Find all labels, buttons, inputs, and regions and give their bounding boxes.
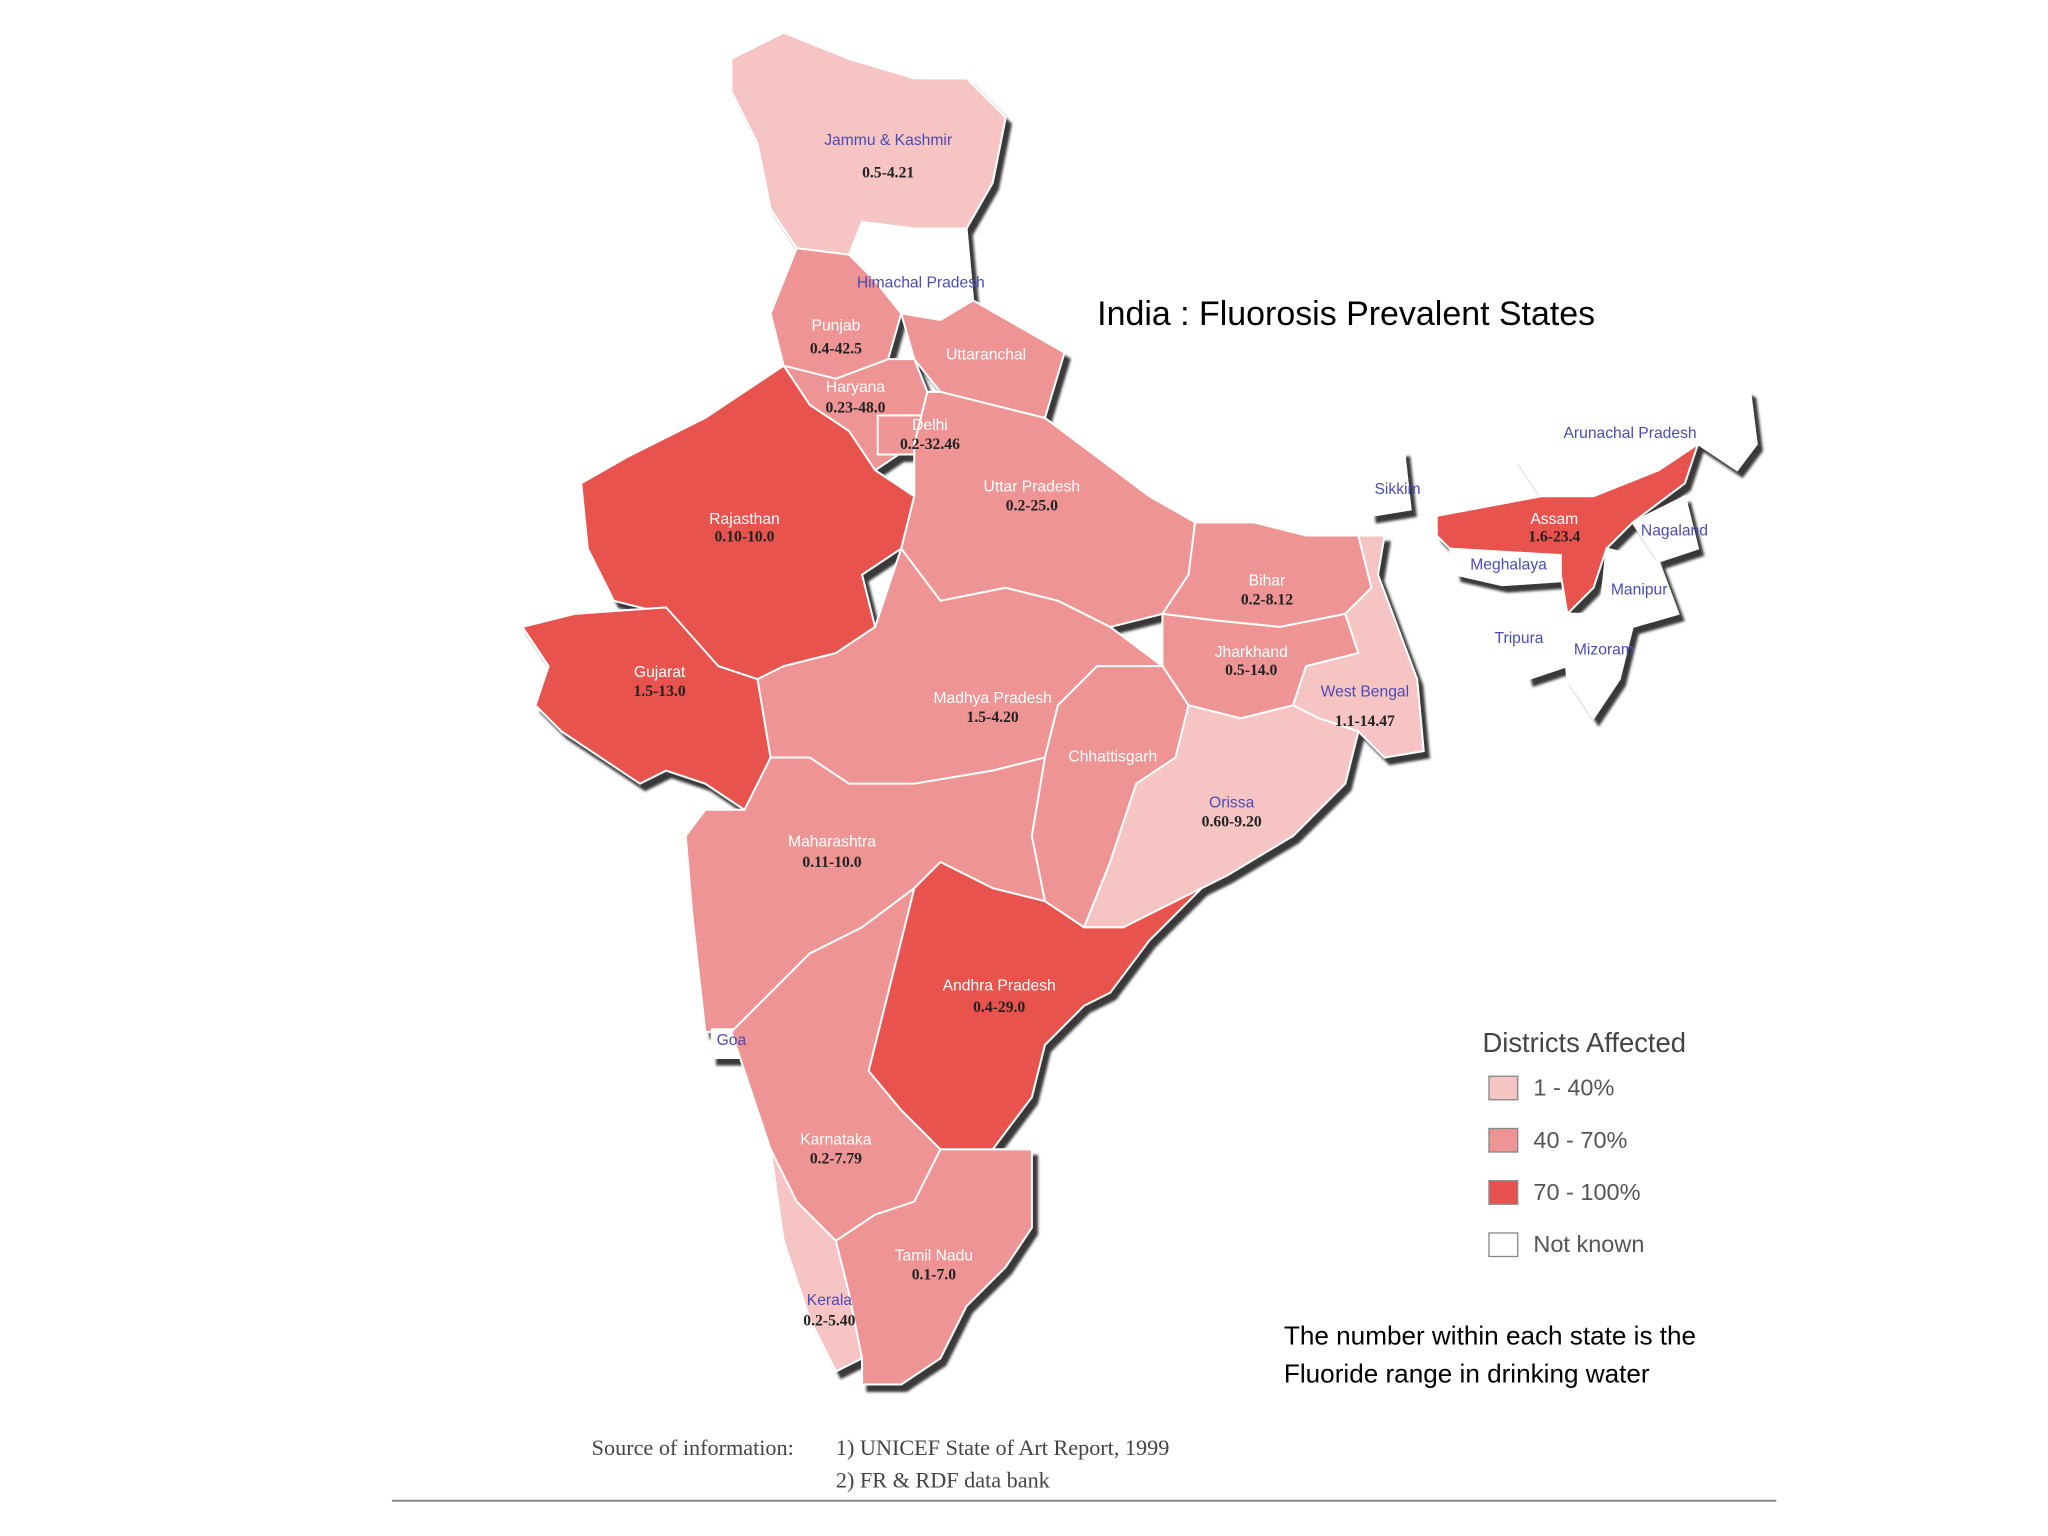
- state-name: Mizoram: [1574, 642, 1634, 659]
- legend-label: 70 - 100%: [1533, 1179, 1640, 1205]
- state-name: Rajasthan: [709, 511, 780, 528]
- state-range: 0.5-14.0: [1225, 662, 1277, 679]
- state-name: Meghalaya: [1470, 557, 1547, 574]
- legend-label: 1 - 40%: [1533, 1075, 1614, 1101]
- state-region: [1082, 704, 1360, 929]
- map-title: India : Fluorosis Prevalent States: [1097, 295, 1595, 333]
- state-name: Tripura: [1495, 630, 1544, 647]
- legend-swatch: [1488, 1232, 1519, 1258]
- state-range: 0.1-7.0: [912, 1267, 957, 1284]
- state-range: 0.2-32.46: [900, 436, 960, 453]
- state-range: 0.4-42.5: [810, 341, 862, 358]
- state-name: Karnataka: [800, 1131, 872, 1148]
- state-name: Haryana: [826, 379, 885, 396]
- legend-label: 40 - 70%: [1533, 1127, 1627, 1153]
- state-region: [899, 299, 1066, 420]
- source-item: 2) FR & RDF data bank: [836, 1468, 1051, 1493]
- state-range: 1.5-4.20: [967, 709, 1019, 726]
- legend-swatch: [1488, 1180, 1519, 1205]
- state-region: [1598, 547, 1680, 628]
- state-range: 0.2-5.40: [803, 1312, 855, 1329]
- state-range: 0.60-9.20: [1202, 813, 1262, 830]
- legend-swatch: [1488, 1127, 1519, 1153]
- state-range: 0.5-4.21: [862, 164, 914, 181]
- state-name: Nagaland: [1641, 523, 1708, 540]
- state-name: Uttaranchal: [946, 346, 1026, 363]
- state-name: Jammu & Kashmir: [824, 132, 952, 149]
- state-name: Gujarat: [634, 664, 686, 681]
- legend-title: Districts Affected: [1482, 1027, 1686, 1058]
- state-range: 0.10-10.0: [714, 529, 774, 546]
- state-region: [834, 1148, 1033, 1386]
- state-name: Orissa: [1209, 794, 1255, 811]
- state-range: 0.2-25.0: [1006, 497, 1058, 514]
- legend-label: Not known: [1533, 1231, 1644, 1257]
- state-name: Arunachal Pradesh: [1563, 425, 1696, 442]
- state-range: 1.6-23.4: [1528, 529, 1580, 546]
- state-range: 0.2-7.79: [810, 1150, 862, 1167]
- state-name: Chhattisgarh: [1068, 749, 1157, 766]
- state-name: Delhi: [912, 417, 948, 434]
- state-name: Maharashtra: [788, 834, 876, 851]
- state-range: 0.2-8.12: [1241, 591, 1293, 608]
- state-name: Bihar: [1249, 572, 1286, 589]
- state-name: Uttar Pradesh: [984, 478, 1081, 495]
- state-name: Himachal Pradesh: [857, 275, 985, 292]
- state-name: Goa: [717, 1032, 747, 1049]
- state-range: 1.1-14.47: [1335, 713, 1395, 730]
- state-region: [1559, 612, 1634, 721]
- note-line: Fluoride range in drinking water: [1284, 1358, 1650, 1388]
- state-region: [1448, 547, 1562, 587]
- source-item: 1) UNICEF State of Art Report, 1999: [836, 1435, 1169, 1460]
- state-name: Manipur: [1611, 582, 1668, 599]
- state-name: Kerala: [807, 1292, 853, 1309]
- legend: 1 - 40% 40 - 70% 70 - 100% Not known: [1488, 1075, 1644, 1258]
- state-region: [520, 606, 772, 812]
- states: [520, 31, 1758, 1386]
- state-region: [1631, 494, 1700, 563]
- state-range: 1.5-13.0: [633, 683, 685, 700]
- source-label: Source of information:: [592, 1435, 794, 1460]
- legend-swatch: [1488, 1075, 1519, 1101]
- state-name: Punjab: [812, 318, 861, 335]
- state-labels: Jammu & Kashmir 0.5-4.21 Himachal Pradesh P…: [633, 132, 1707, 1329]
- state-name: Assam: [1530, 511, 1578, 528]
- state-name: Madhya Pradesh: [933, 690, 1051, 707]
- state-name: Tamil Nadu: [895, 1248, 973, 1265]
- note-line: The number within each state is the: [1284, 1320, 1696, 1350]
- state-range: 0.11-10.0: [802, 854, 861, 871]
- state-range: 0.23-48.0: [826, 399, 886, 416]
- state-name: West Bengal: [1321, 683, 1409, 700]
- state-region: [1363, 449, 1412, 518]
- state-range: 0.4-29.0: [973, 999, 1025, 1016]
- state-name: Sikkim: [1374, 481, 1420, 498]
- state-name: Jharkhand: [1215, 644, 1288, 661]
- state-name: Andhra Pradesh: [943, 977, 1056, 994]
